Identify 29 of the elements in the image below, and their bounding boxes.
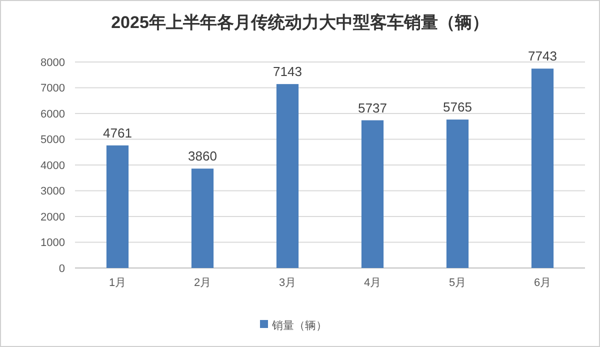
- y-tick-label: 5000: [40, 134, 65, 146]
- y-tick-label: 3000: [40, 186, 65, 198]
- bar: [531, 68, 554, 268]
- bar: [361, 120, 384, 268]
- legend-label: 销量（辆）: [271, 320, 327, 332]
- x-tick-label: 2月: [194, 277, 212, 289]
- y-tick-label: 8000: [40, 56, 65, 69]
- bar: [276, 84, 299, 268]
- data-label: 5737: [358, 100, 387, 116]
- y-tick-label: 2000: [40, 211, 65, 224]
- data-label: 4761: [103, 125, 132, 140]
- y-tick-label: 6000: [40, 108, 65, 120]
- data-label: 7743: [528, 48, 557, 64]
- chart-title: 2025年上半年各月传统动力大中型客车销量（辆）: [111, 13, 489, 32]
- y-tick-label: 7000: [40, 82, 65, 95]
- y-tick-label: 1000: [40, 237, 65, 250]
- bar: [106, 145, 129, 268]
- x-tick-label: 6月: [534, 277, 552, 289]
- y-tick-label: 4000: [40, 160, 65, 172]
- data-label: 5765: [443, 100, 472, 115]
- bar: [191, 168, 214, 268]
- data-label: 7143: [273, 64, 302, 80]
- bar: [446, 120, 469, 268]
- data-label: 3860: [188, 148, 217, 164]
- x-tick-label: 5月: [448, 277, 466, 289]
- x-tick-label: 3月: [278, 277, 296, 289]
- x-tick-label: 4月: [364, 277, 382, 289]
- x-tick-label: 1月: [108, 277, 126, 289]
- y-tick-label: 0: [58, 262, 65, 275]
